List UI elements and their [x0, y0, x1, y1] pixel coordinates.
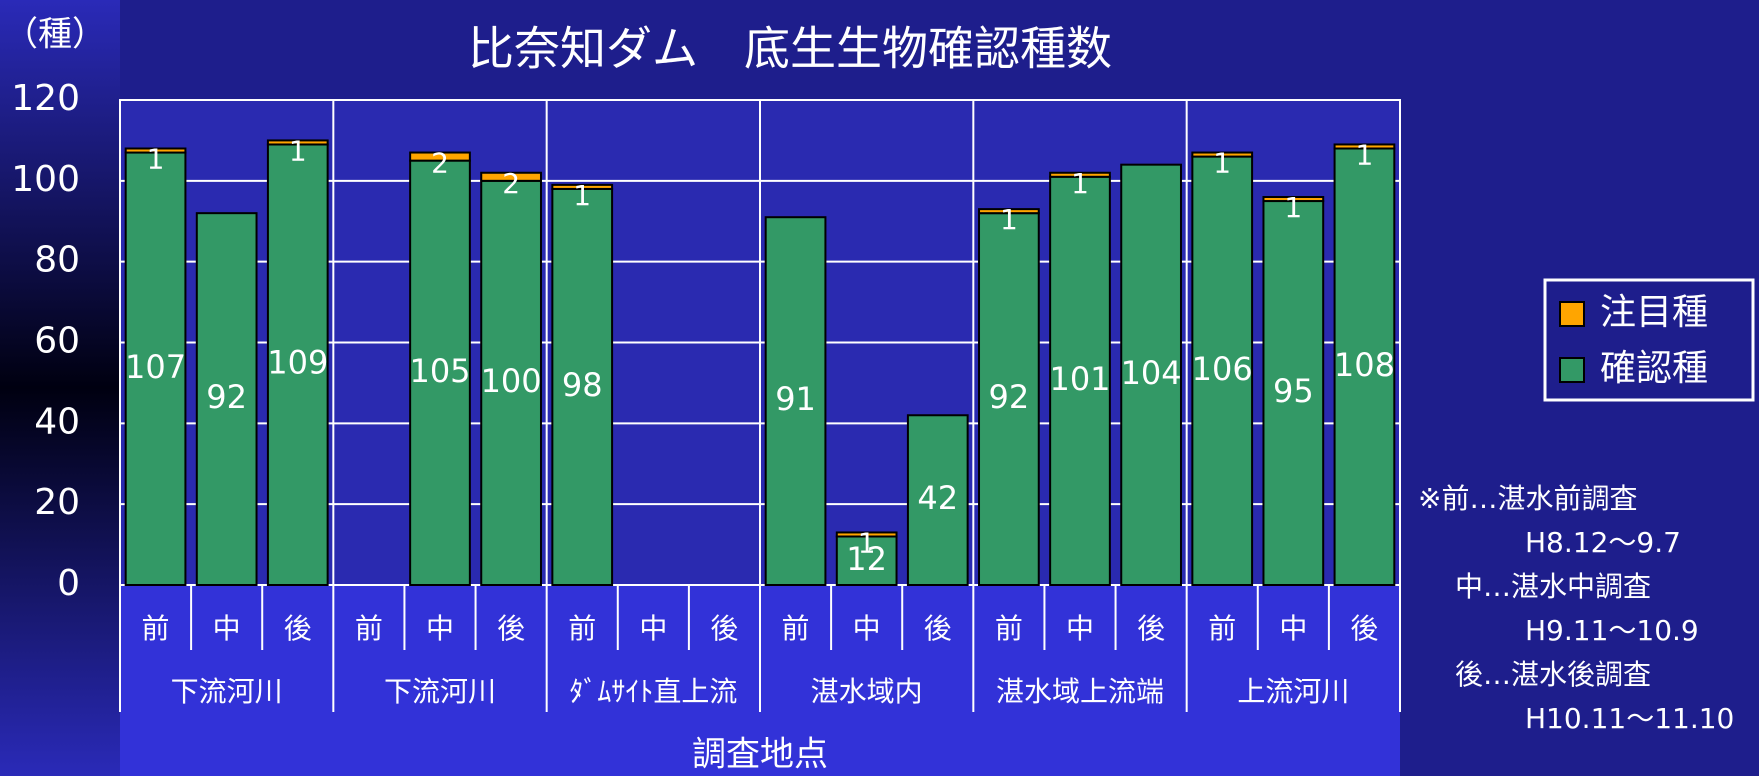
bar-segment — [124, 147, 187, 154]
bar-segment — [1333, 143, 1396, 150]
value-label: 1 — [1071, 167, 1089, 200]
x-tick-label: 前 — [782, 612, 810, 645]
legend-label: 注目種 — [1600, 292, 1708, 333]
bar-segment — [551, 183, 614, 190]
value-label: 1 — [573, 179, 591, 212]
bar-segment — [835, 531, 898, 538]
value-label: 2 — [431, 147, 449, 180]
value-label: 108 — [1334, 346, 1395, 384]
note: H10.11～11.10 — [1525, 702, 1734, 735]
value-label: 98 — [562, 366, 603, 404]
value-label: 92 — [206, 378, 247, 416]
x-tick-label: 中 — [426, 612, 454, 645]
value-label: 100 — [481, 362, 542, 400]
x-tick-label: 中 — [853, 612, 881, 645]
note: ※前…湛水前調査 — [1418, 482, 1637, 515]
bar-segment — [124, 151, 187, 587]
legend-swatch — [1559, 301, 1585, 327]
group-label: 下流河川 — [171, 675, 283, 708]
value-label: 1 — [1213, 147, 1231, 180]
value-label: 2 — [502, 167, 520, 200]
x-axis-title: 調査地点 — [692, 735, 828, 775]
value-label: 1 — [1356, 138, 1374, 171]
y-tick-label: 0 — [57, 563, 80, 604]
bar-segment — [266, 139, 329, 146]
y-tick-label: 80 — [34, 240, 80, 281]
x-tick-label: 中 — [639, 612, 667, 645]
left-strip — [0, 0, 120, 776]
x-tick-label: 後 — [497, 612, 525, 645]
group-label: 下流河川 — [384, 675, 496, 708]
value-label: 91 — [775, 380, 816, 418]
value-label: 105 — [409, 352, 470, 390]
y-axis-title: （種） — [4, 15, 106, 55]
bar-segment — [1333, 147, 1396, 586]
bar-segment — [835, 535, 898, 586]
note: 中…湛水中調査 — [1455, 570, 1651, 603]
x-tick-label: 後 — [924, 612, 952, 645]
group-label: 湛水域内 — [811, 675, 923, 708]
bar-segment — [1191, 151, 1254, 158]
bar-segment — [1120, 163, 1182, 587]
bar-segment — [266, 143, 329, 586]
value-label: 95 — [1273, 372, 1314, 410]
value-label: 1 — [147, 143, 165, 176]
value-label: 104 — [1121, 354, 1182, 392]
bar-segment — [1049, 175, 1111, 587]
x-tick-label: 前 — [995, 612, 1023, 645]
value-label: 1 — [1000, 203, 1018, 236]
bar-segment — [978, 212, 1040, 587]
note: 後…湛水後調査 — [1455, 658, 1651, 691]
x-tick-label: 後 — [1137, 612, 1165, 645]
x-tick-label: 中 — [213, 612, 241, 645]
value-label: 107 — [125, 348, 186, 386]
x-tick-label: 中 — [1279, 612, 1307, 645]
group-label: 上流河川 — [1237, 675, 1349, 708]
legend-swatch — [1559, 357, 1585, 383]
note: H8.12～9.7 — [1525, 526, 1681, 559]
y-tick-label: 60 — [34, 321, 80, 362]
value-label: 12 — [846, 540, 887, 578]
bar-segment — [1049, 171, 1111, 178]
value-label: 42 — [917, 479, 958, 517]
x-tick-label: 前 — [1208, 612, 1236, 645]
bar-segment — [480, 171, 542, 182]
value-label: 1 — [858, 526, 876, 559]
group-label: ﾀﾞﾑｻｲﾄ直上流 — [569, 675, 737, 708]
group-label: 湛水域上流端 — [996, 675, 1164, 708]
bar-segment — [906, 414, 969, 586]
legend-label: 確認種 — [1600, 348, 1708, 389]
bar-segment — [1262, 200, 1325, 587]
bar-segment — [1262, 196, 1325, 203]
value-label: 106 — [1192, 350, 1253, 388]
bar-segment — [195, 212, 258, 587]
value-label: 1 — [289, 134, 307, 167]
chart-title: 比奈知ダム 底生生物確認種数 — [468, 22, 1112, 76]
y-tick-label: 100 — [11, 159, 80, 200]
note: H9.11～10.9 — [1525, 614, 1699, 647]
bar-segment — [764, 216, 827, 586]
x-tick-label: 前 — [355, 612, 383, 645]
x-tick-label: 後 — [1350, 612, 1378, 645]
value-label: 92 — [989, 378, 1030, 416]
bar-segment — [978, 208, 1040, 215]
x-tick-label: 中 — [1066, 612, 1094, 645]
x-tick-label: 前 — [568, 612, 596, 645]
y-tick-label: 40 — [34, 401, 80, 442]
value-label: 109 — [267, 344, 328, 382]
y-tick-label: 120 — [11, 78, 80, 119]
y-tick-label: 20 — [34, 482, 80, 523]
bar-segment — [409, 151, 471, 162]
value-label: 101 — [1049, 360, 1110, 398]
bar-segment — [480, 179, 542, 586]
x-tick-label: 後 — [284, 612, 312, 645]
x-tick-label: 後 — [710, 612, 738, 645]
value-label: 1 — [1284, 191, 1302, 224]
x-tick-label: 前 — [142, 612, 170, 645]
